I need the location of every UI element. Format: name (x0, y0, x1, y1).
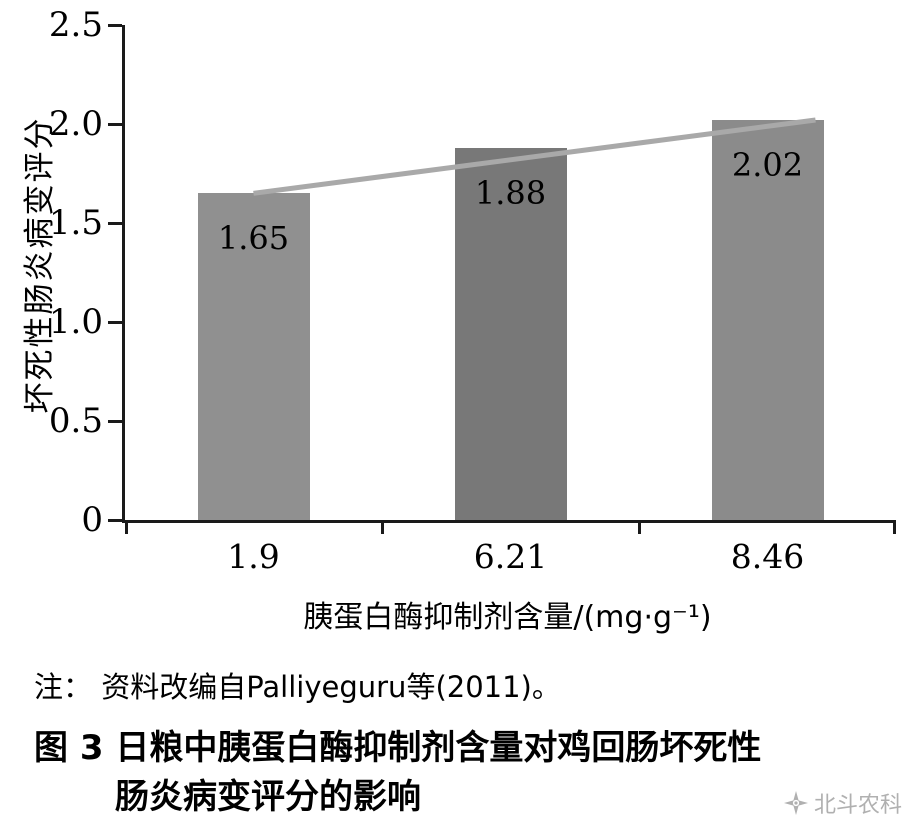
source-note: 注： 资料改编自Palliyeguru等(2011)。 (34, 670, 561, 704)
y-tick-label: 2.0 (48, 104, 103, 144)
bar-6.21: 1.88 (454, 147, 567, 520)
y-tick-label: 2.5 (48, 5, 103, 45)
y-tick-label: 1.5 (48, 203, 103, 243)
y-tick-mark (108, 321, 122, 324)
x-tick-mark (893, 520, 896, 534)
bar-value-label: 2.02 (731, 146, 804, 185)
x-tick-mark (637, 520, 641, 534)
y-tick-mark (108, 24, 122, 27)
bar-8.46: 2.02 (711, 120, 824, 520)
x-tick-label: 8.46 (730, 537, 805, 576)
watermark-label: 北斗农科 (813, 793, 902, 818)
y-tick-label: 0.5 (48, 401, 103, 441)
x-axis-title: 胰蛋白酶抑制剂含量/(mg·g⁻¹) (303, 600, 712, 635)
figure-caption-line1: 图 3 日粮中胰蛋白酶抑制剂含量对鸡回肠坏死性 (34, 728, 762, 768)
x-tick-label: 1.9 (227, 537, 280, 576)
bar-value-label: 1.88 (474, 173, 547, 212)
x-tick-mark (380, 520, 384, 534)
figure-caption: 图 3 日粮中胰蛋白酶抑制剂含量对鸡回肠坏死性 肠炎病变评分的影响 (34, 724, 761, 822)
y-tick-label: 0 (81, 500, 103, 540)
figure-caption-line2: 肠炎病变评分的影响 (115, 777, 421, 817)
y-tick-label: 1.0 (48, 302, 103, 342)
bar-1.9: 1.65 (197, 193, 310, 520)
y-tick-mark (108, 519, 122, 522)
x-tick-mark (125, 520, 128, 534)
watermark: 北斗农科 (783, 787, 902, 819)
compass-star-icon (783, 791, 808, 815)
x-tick-label: 6.21 (473, 537, 548, 576)
y-tick-mark (108, 222, 122, 225)
bar-value-label: 1.65 (217, 219, 290, 258)
y-tick-mark (108, 420, 122, 423)
y-tick-mark (108, 123, 122, 126)
bar-chart: 坏死性肠炎病变评分 0 0.5 1.0 1.5 2.0 2.5 1.65 1.9 1.88 6.2… (22, 5, 896, 635)
plot-area: 0 0.5 1.0 1.5 2.0 2.5 1.65 1.9 1.88 6.21 2.02 8.46 (49, 5, 896, 576)
